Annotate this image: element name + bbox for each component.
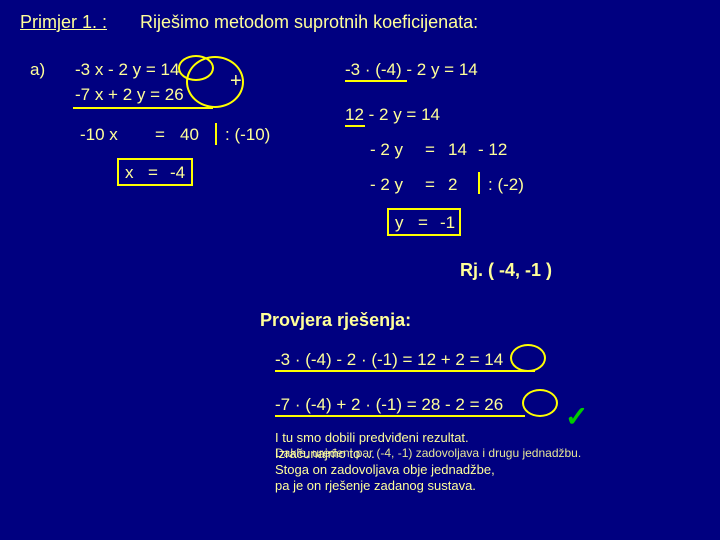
eq2: -7 x + 2 y = 26 [75, 85, 184, 105]
note3: Stoga on zadovoljava obje jednadžbe, [275, 462, 495, 477]
eq1: -3 x - 2 y = 14 [75, 60, 179, 80]
provjera: Provjera rješenja: [260, 310, 411, 331]
title-label: Primjer 1. : [20, 12, 107, 33]
ellipse-check2 [522, 389, 558, 417]
note1: I tu smo dobili predviđeni rezultat. [275, 430, 469, 445]
rj: Rj. ( -4, -1 ) [460, 260, 552, 281]
sub4-divider [478, 172, 480, 194]
sub1: -3 · (-4) - 2 y = 14 [345, 60, 478, 80]
sub2: 12 - 2 y = 14 [345, 105, 440, 125]
sum-divider [215, 123, 217, 145]
div1: : (-10) [225, 125, 270, 145]
sum-eq: = [155, 125, 165, 145]
check1: -3 · (-4) - 2 · (-1) = 12 + 2 = 14 [275, 350, 503, 370]
check2-underline [275, 415, 525, 417]
checkmark-icon: ✓ [565, 400, 588, 433]
box-x [117, 158, 193, 186]
note2a: Izračunajmo to ... [275, 446, 375, 461]
sub1-underline [345, 80, 407, 82]
sub4a: - 2 y [370, 175, 403, 195]
sub3a: - 2 y [370, 140, 403, 160]
eq-underline [73, 107, 213, 109]
sub3d: - 12 [478, 140, 507, 160]
sub4c: 2 [448, 175, 457, 195]
sum-right: 40 [180, 125, 199, 145]
sub3b: = [425, 140, 435, 160]
title-text: Riješimo metodom suprotnih koeficijenata… [140, 12, 478, 33]
check2: -7 · (-4) + 2 · (-1) = 28 - 2 = 26 [275, 395, 503, 415]
ellipse-check1 [510, 344, 546, 372]
box-y [387, 208, 461, 236]
ellipse-system [186, 56, 244, 108]
note4: pa je on rješenje zadanog sustava. [275, 478, 476, 493]
item-a: a) [30, 60, 45, 80]
div2: : (-2) [488, 175, 524, 195]
sum-left: -10 x [80, 125, 118, 145]
check1-underline [275, 370, 535, 372]
sub2-underline [345, 125, 365, 127]
sub3c: 14 [448, 140, 467, 160]
sub4b: = [425, 175, 435, 195]
